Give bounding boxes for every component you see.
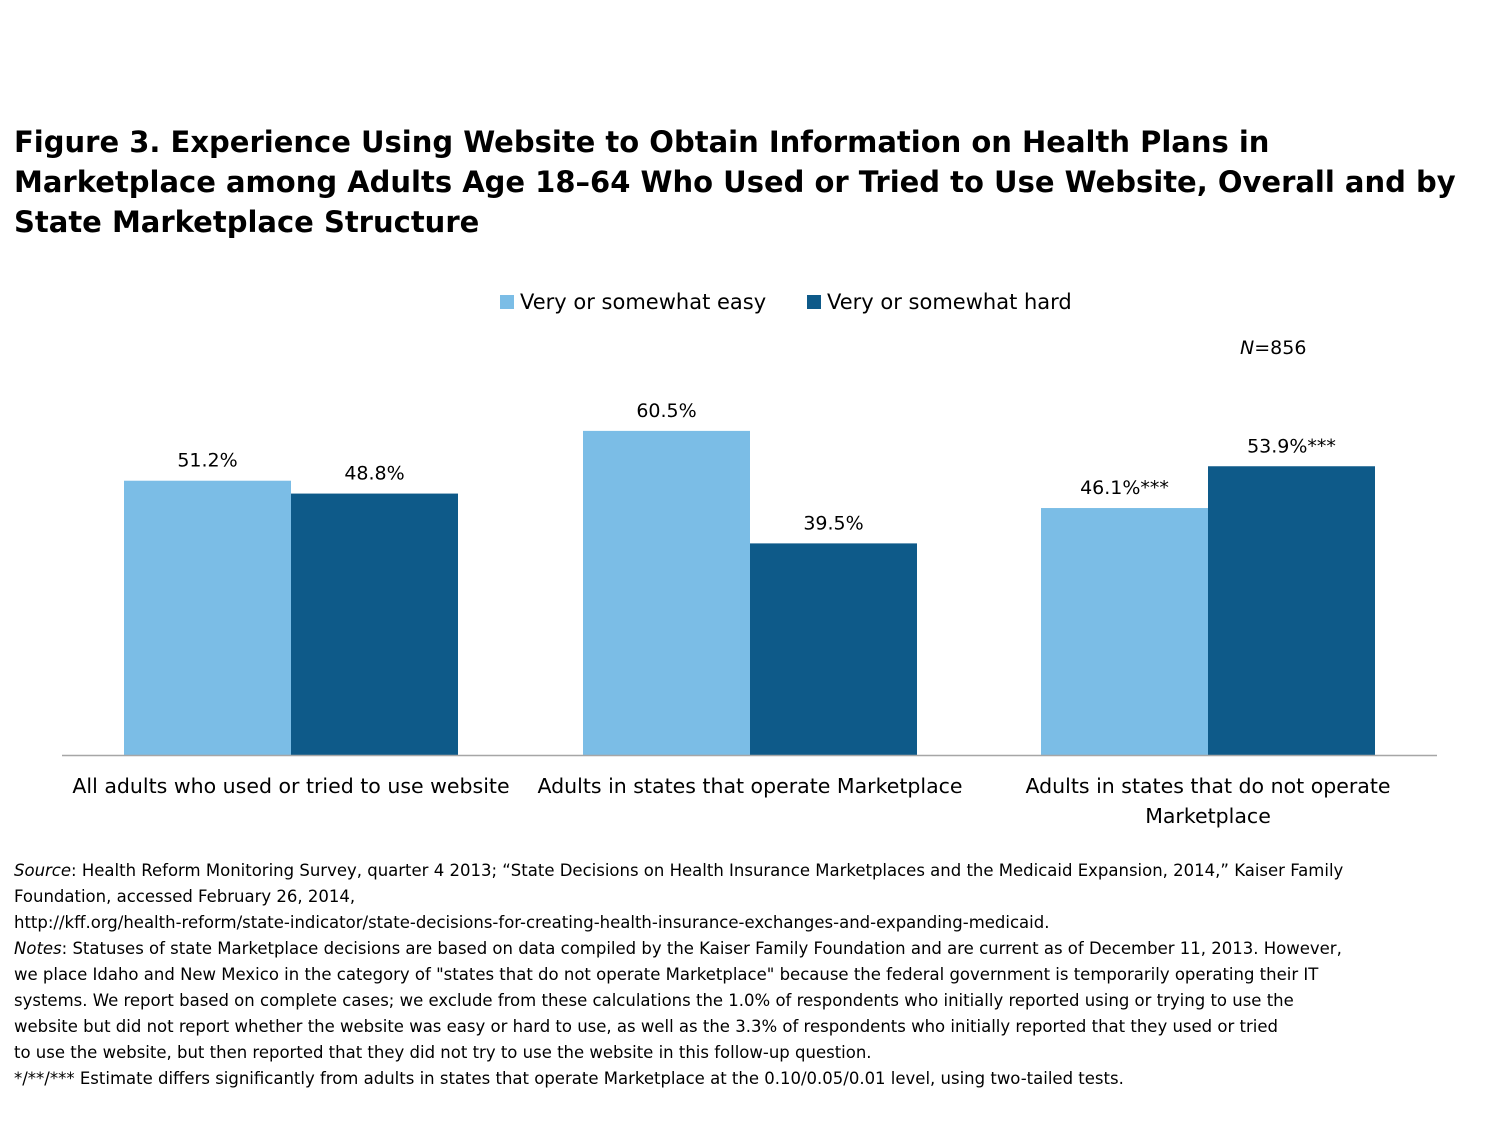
legend-item-hard: Very or somewhat hard <box>807 290 1072 314</box>
bar-hard-3 <box>1208 466 1375 755</box>
data-label-hard-3: 53.9%*** <box>1247 435 1336 457</box>
chart-title: Figure 3. Experience Using Website to Ob… <box>14 125 1456 239</box>
legend-item-easy: Very or somewhat easy <box>500 290 766 314</box>
bar-hard-1 <box>291 493 458 755</box>
data-label-hard-2: 39.5% <box>803 512 863 534</box>
legend-swatch-hard <box>807 295 821 309</box>
bar-chart: 51.2% 60.5% 46.1%*** 48.8% 39.5% 53.9%*** All … <box>62 400 1437 828</box>
source-line: Source: Health Reform Monitoring Survey,… <box>14 858 1484 884</box>
data-label-easy-2: 60.5% <box>636 400 696 422</box>
source-url: http://kff.org/health-reform/state-indic… <box>14 913 1050 932</box>
sample-size-value: =856 <box>1254 337 1307 359</box>
notes-line: Notes: Statuses of state Marketplace dec… <box>14 936 1484 962</box>
sample-size-label: N=856 <box>1240 337 1306 359</box>
source-text: : Health Reform Monitoring Survey, quart… <box>71 861 1344 880</box>
significance-note: */**/*** Estimate differs significantly … <box>14 1069 1124 1088</box>
source-label: Source <box>14 861 72 880</box>
notes-label: Notes <box>14 939 62 958</box>
x-tick-label-2: Adults in states that operate Marketplac… <box>537 774 962 798</box>
data-label-hard-1: 48.8% <box>344 463 404 485</box>
notes-text-5: to use the website, but then reported th… <box>14 1043 872 1062</box>
notes-text-3: systems. We report based on complete cas… <box>14 991 1294 1010</box>
x-tick-label-1: All adults who used or tried to use webs… <box>72 774 509 798</box>
legend-label-easy: Very or somewhat easy <box>520 290 767 314</box>
source-line-2: Foundation, accessed February 26, 2014, <box>14 887 356 906</box>
sample-size-n: N <box>1240 337 1255 359</box>
bar-easy-2 <box>583 430 750 755</box>
bar-easy-1 <box>124 480 291 755</box>
notes-text-1: : Statuses of state Marketplace decision… <box>61 939 1342 958</box>
chart-notes: Source: Health Reform Monitoring Survey,… <box>14 858 1484 1092</box>
bar-easy-3 <box>1041 508 1208 755</box>
legend: Very or somewhat easy Very or somewhat h… <box>0 290 1500 320</box>
notes-text-4: website but did not report whether the w… <box>14 1017 1278 1036</box>
data-label-easy-3: 46.1%*** <box>1080 477 1169 499</box>
bar-hard-2 <box>750 543 917 755</box>
data-label-easy-1: 51.2% <box>177 450 237 472</box>
notes-text-2: we place Idaho and New Mexico in the cat… <box>14 965 1319 984</box>
legend-swatch-easy <box>500 295 514 309</box>
legend-label-hard: Very or somewhat hard <box>827 290 1072 314</box>
x-tick-label-3-line-1: Adults in states that do not operate <box>1025 774 1390 798</box>
x-tick-label-3-line-2: Marketplace <box>1145 804 1271 828</box>
